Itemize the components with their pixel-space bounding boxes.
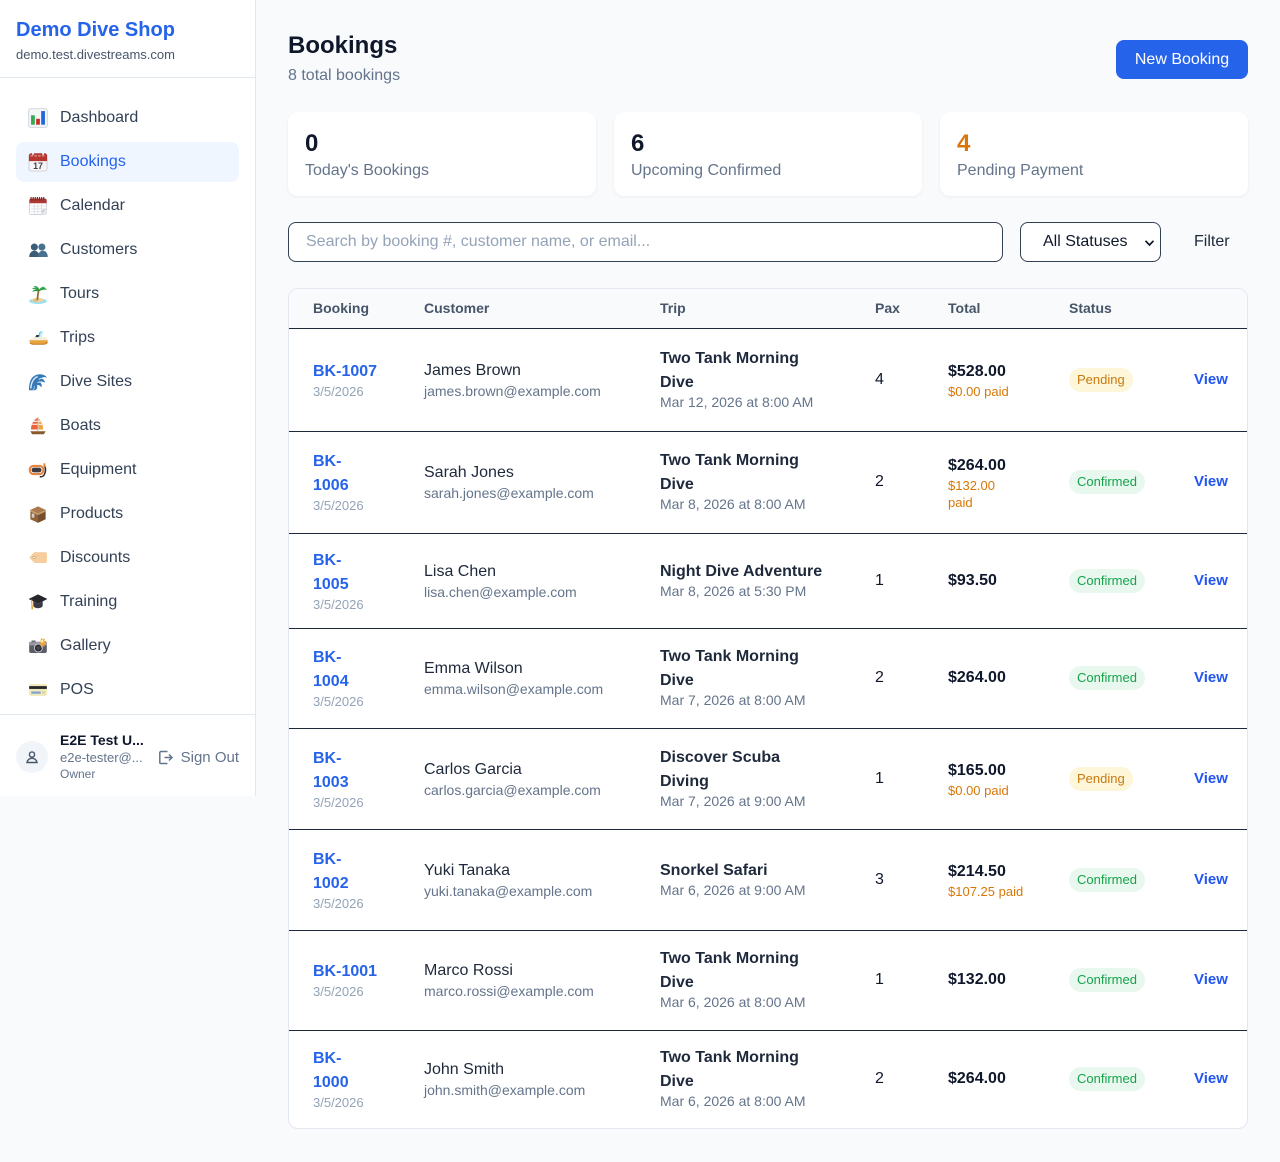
svg-text:17: 17	[33, 161, 43, 171]
